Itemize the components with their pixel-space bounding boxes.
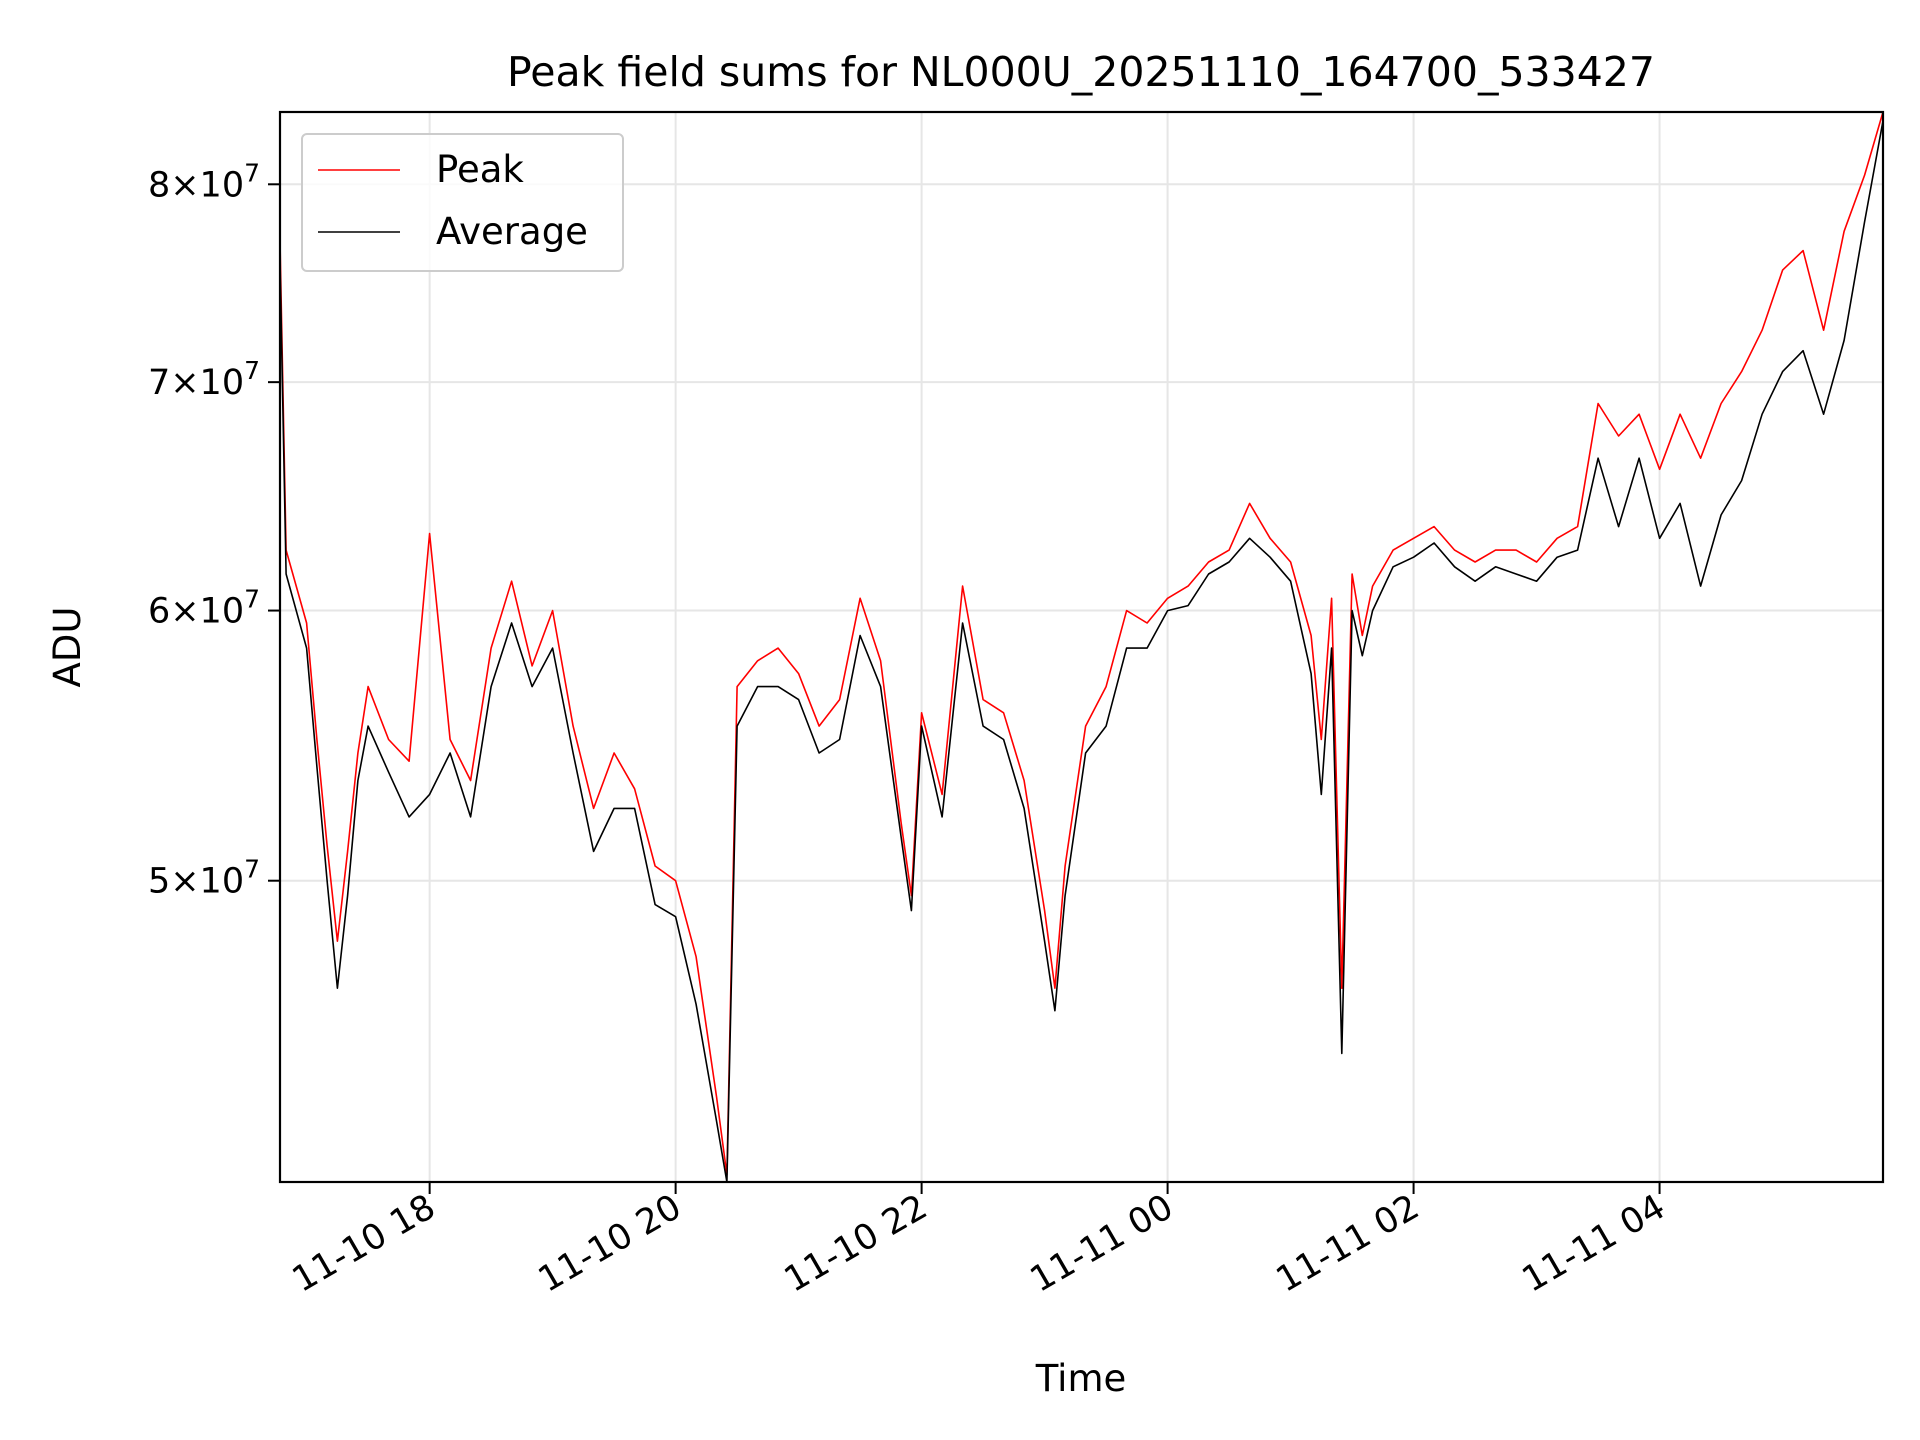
legend-peak-label: Peak — [436, 148, 524, 191]
chart-title: Peak field sums for NL000U_20251110_1647… — [507, 48, 1655, 96]
plot-frame — [278, 110, 1885, 1184]
y-tick-exponent: 7 — [244, 585, 260, 614]
legend: Peak Average — [301, 133, 624, 272]
y-tick-mantissa: 7 — [148, 363, 170, 403]
y-tick-times: ×10 — [170, 165, 244, 205]
y-tick-times: ×10 — [170, 363, 244, 403]
y-tick-times: ×10 — [170, 862, 244, 902]
grid-layer — [280, 112, 1883, 1182]
legend-average-label: Average — [436, 210, 588, 253]
y-tick-label: 8×107 — [148, 158, 260, 205]
x-axis-label: Time — [1035, 1357, 1127, 1400]
series-line-peak — [279, 111, 1884, 1176]
legend-box — [301, 133, 624, 272]
y-tick-mantissa: 6 — [148, 592, 170, 632]
y-tick-mantissa: 8 — [148, 165, 170, 205]
series-layer — [279, 111, 1884, 1183]
y-tick-exponent: 7 — [244, 356, 260, 385]
y-tick-label: 5×107 — [148, 855, 260, 902]
y-tick-exponent: 7 — [244, 158, 260, 187]
y-tick-label: 6×107 — [148, 585, 260, 632]
series-line-average — [279, 120, 1884, 1183]
y-tick-times: ×10 — [170, 592, 244, 632]
y-tick-label: 7×107 — [148, 356, 260, 403]
y-tick-mantissa: 5 — [148, 862, 170, 902]
y-axis-label: ADU — [46, 607, 89, 688]
y-tick-exponent: 7 — [244, 855, 260, 884]
